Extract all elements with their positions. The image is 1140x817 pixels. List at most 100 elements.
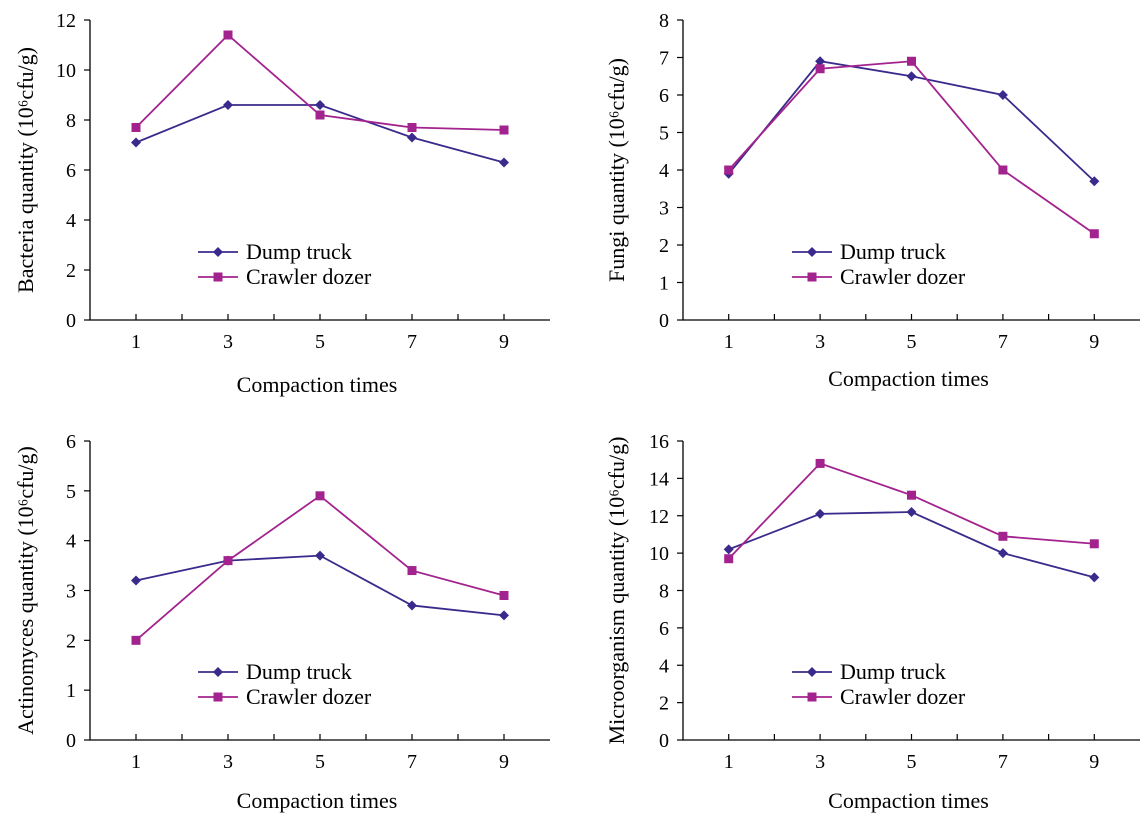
data-point-crawler-dozer — [499, 125, 509, 135]
y-tick-label: 2 — [66, 630, 76, 652]
x-tick-label: 5 — [315, 331, 325, 353]
legend-label-crawler-dozer: Crawler dozer — [246, 684, 372, 709]
y-tick-label: 0 — [66, 310, 76, 332]
data-point-dump-truck — [499, 610, 509, 621]
y-axis-title: Microorganism quantity (10⁶cfu/g) — [604, 437, 629, 745]
chart-actinomyces: 0 1 2 3 4 5 6 1 3 5 7 9 Compaction times Actinomyces … — [13, 431, 550, 813]
series-line-dump-truck — [728, 511, 1095, 579]
y-tick-label: 4 — [659, 655, 669, 677]
data-point-crawler-dozer — [407, 123, 417, 132]
data-point-dump-truck — [815, 508, 826, 519]
data-point-dump-truck — [131, 575, 141, 586]
legend-marker-dump-truck — [213, 667, 223, 677]
data-point-dump-truck — [499, 157, 509, 168]
y-tick-label: 7 — [659, 48, 669, 70]
data-point-crawler-dozer — [907, 56, 916, 66]
x-tick-label: 9 — [499, 751, 509, 773]
legend-label-dump-truck: Dump truck — [246, 659, 352, 684]
data-point-crawler-dozer — [131, 123, 141, 132]
y-tick-label: 8 — [659, 581, 669, 603]
y-axis-title: Fungi quantity (10⁶cfu/g) — [604, 58, 629, 282]
legend-marker-dump-truck — [807, 247, 817, 257]
y-tick-label: 1 — [66, 680, 76, 702]
y-tick-label: 6 — [66, 160, 76, 182]
x-axis-title: Compaction times — [237, 788, 398, 813]
data-point-crawler-dozer — [998, 165, 1008, 175]
data-point-dump-truck — [407, 600, 417, 611]
y-tick-label: 2 — [659, 693, 669, 715]
series-line-crawler-dozer — [728, 60, 1095, 235]
x-tick-label: 9 — [1089, 751, 1099, 773]
data-point-dump-truck — [815, 56, 826, 67]
legend-label-dump-truck: Dump truck — [840, 659, 946, 684]
y-tick-label: 10 — [649, 543, 669, 565]
y-tick-label: 4 — [66, 210, 76, 232]
x-tick-label: 5 — [907, 751, 917, 773]
y-tick-label: 3 — [659, 198, 669, 220]
x-tick-label: 1 — [724, 751, 734, 773]
legend-label-crawler-dozer: Crawler dozer — [246, 264, 372, 289]
data-point-dump-truck — [906, 507, 917, 518]
y-tick-label: 6 — [659, 85, 669, 107]
data-point-dump-truck — [407, 132, 417, 143]
x-tick-label: 7 — [407, 751, 417, 773]
y-tick-label: 12 — [649, 506, 669, 528]
data-point-crawler-dozer — [315, 491, 325, 501]
x-tick-label: 1 — [131, 751, 141, 773]
data-point-dump-truck — [997, 548, 1008, 559]
chart-microorganism: 0 2 4 6 8 10 12 14 16 1 3 5 7 9 Compaction times Microo… — [604, 431, 1140, 813]
legend-marker-dump-truck — [807, 667, 817, 677]
x-axis-title: Compaction times — [828, 366, 989, 391]
data-point-crawler-dozer — [1089, 539, 1099, 549]
data-point-crawler-dozer — [1089, 229, 1099, 239]
y-tick-label: 3 — [66, 581, 76, 603]
y-tick-label: 1 — [659, 273, 669, 295]
legend-marker-crawler-dozer — [807, 692, 817, 702]
legend-marker-crawler-dozer — [213, 272, 223, 282]
y-tick-label: 8 — [659, 10, 669, 32]
y-tick-label: 4 — [659, 160, 669, 182]
data-point-crawler-dozer — [907, 490, 916, 500]
y-tick-label: 14 — [649, 468, 669, 490]
y-tick-label: 8 — [66, 110, 76, 132]
data-point-crawler-dozer — [131, 635, 141, 645]
y-tick-label: 0 — [659, 730, 669, 752]
y-tick-label: 16 — [649, 431, 669, 453]
y-tick-label: 0 — [66, 730, 76, 752]
data-point-crawler-dozer — [815, 64, 825, 74]
x-axis-title: Compaction times — [237, 372, 398, 397]
y-tick-label: 5 — [659, 123, 669, 145]
legend-label-dump-truck: Dump truck — [246, 239, 352, 264]
series-line-dump-truck — [135, 554, 505, 617]
y-axis-title: Bacteria quantity (10⁶cfu/g) — [13, 47, 38, 293]
x-tick-label: 3 — [815, 331, 825, 353]
legend-marker-crawler-dozer — [213, 692, 223, 702]
data-point-crawler-dozer — [223, 556, 233, 566]
x-tick-label: 3 — [223, 751, 233, 773]
x-tick-label: 9 — [1089, 331, 1099, 353]
data-point-crawler-dozer — [407, 566, 417, 576]
data-point-crawler-dozer — [724, 165, 734, 175]
x-tick-label: 7 — [407, 331, 417, 353]
y-tick-label: 2 — [659, 235, 669, 257]
chart-bacteria: 0 2 4 6 8 10 12 1 3 5 7 9 Compaction times Bacteria q… — [13, 10, 550, 397]
data-point-dump-truck — [906, 71, 917, 82]
x-tick-label: 5 — [907, 331, 917, 353]
y-tick-label: 6 — [66, 431, 76, 453]
x-tick-label: 3 — [815, 751, 825, 773]
data-point-dump-truck — [131, 137, 141, 148]
data-point-crawler-dozer — [998, 531, 1008, 541]
legend-label-crawler-dozer: Crawler dozer — [840, 264, 966, 289]
y-tick-label: 2 — [66, 260, 76, 282]
y-tick-label: 5 — [66, 481, 76, 503]
x-tick-label: 1 — [724, 331, 734, 353]
y-axis-title: Actinomyces quantity (10⁶cfu/g) — [13, 446, 38, 735]
x-tick-label: 1 — [131, 331, 141, 353]
x-tick-label: 9 — [499, 331, 509, 353]
y-tick-label: 6 — [659, 618, 669, 640]
x-tick-label: 7 — [998, 331, 1008, 353]
x-tick-label: 7 — [998, 751, 1008, 773]
y-tick-label: 12 — [56, 10, 76, 32]
legend-label-crawler-dozer: Crawler dozer — [840, 684, 966, 709]
